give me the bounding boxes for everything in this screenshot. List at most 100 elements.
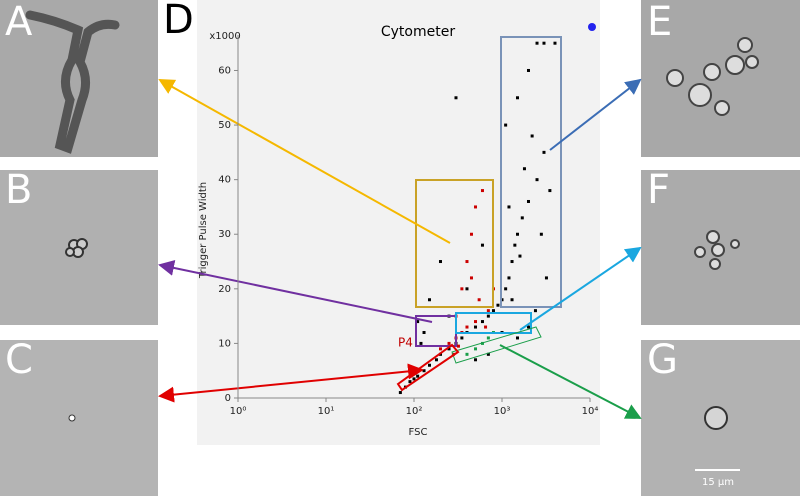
point (535, 41, 539, 45)
cell (68, 414, 76, 422)
point (469, 276, 473, 280)
point (484, 325, 488, 329)
panel-label: G (647, 337, 678, 383)
y-axis-label: Trigger Pulse Width (198, 182, 209, 279)
point (422, 330, 426, 334)
point (465, 260, 469, 264)
scale-bar-label: 15 μm (702, 477, 734, 488)
x-tick-label: 10³ (494, 406, 511, 417)
panel-label: D (163, 0, 194, 43)
point (474, 205, 478, 209)
point (491, 309, 495, 313)
arrows (158, 78, 642, 419)
panel-label: B (5, 167, 32, 213)
panel-label: E (647, 0, 672, 45)
point (427, 363, 431, 367)
point (486, 309, 490, 313)
point (507, 276, 511, 280)
point (544, 276, 548, 280)
point (533, 309, 537, 313)
point (447, 341, 451, 345)
point (513, 243, 517, 247)
point (477, 298, 481, 302)
point (480, 320, 484, 324)
x-tick-label: 10² (406, 406, 423, 417)
arrow (158, 363, 424, 403)
arrow (158, 79, 451, 244)
arrow (158, 260, 433, 323)
cell (65, 238, 88, 258)
point (542, 41, 546, 45)
arrow (549, 78, 642, 151)
y-tick-label: 10 (218, 338, 231, 349)
point (486, 352, 490, 356)
point (454, 96, 458, 100)
point (456, 344, 460, 348)
point (419, 341, 423, 345)
point (480, 243, 484, 247)
panel-label: C (5, 337, 33, 383)
point (539, 232, 543, 236)
cell (694, 230, 740, 270)
point (465, 325, 469, 329)
point (510, 298, 514, 302)
y-unit: x1000 (209, 31, 240, 42)
x-tick-label: 10⁰ (230, 406, 247, 417)
panel-label: A (5, 0, 33, 45)
point (515, 232, 519, 236)
panel-label: F (647, 167, 670, 213)
y-tick-label: 0 (225, 393, 231, 404)
point (526, 325, 530, 329)
panel-c (0, 340, 158, 496)
point (416, 320, 420, 324)
point (465, 352, 469, 356)
point (553, 41, 557, 45)
point (460, 287, 464, 291)
x-axis-label: FSC (409, 427, 428, 438)
point (465, 287, 469, 291)
point (510, 260, 514, 264)
point (474, 347, 478, 351)
x-tick-label: 10⁴ (582, 406, 599, 417)
point (438, 260, 442, 264)
point (520, 216, 524, 220)
point (504, 287, 508, 291)
point (526, 199, 530, 203)
point (434, 358, 438, 362)
point (460, 336, 464, 340)
point (427, 298, 431, 302)
point (518, 254, 522, 258)
y-tick-label: 30 (218, 229, 231, 240)
y-tick-label: 50 (218, 120, 231, 131)
point (474, 320, 478, 324)
point (447, 347, 451, 351)
point (474, 325, 478, 329)
point (515, 336, 519, 340)
x-tick-label: 10¹ (318, 406, 335, 417)
point (542, 150, 546, 154)
arrow (499, 344, 642, 419)
cell (25, 10, 120, 154)
point (522, 167, 526, 171)
point (526, 68, 530, 72)
point (486, 314, 490, 318)
point (480, 189, 484, 193)
cell (704, 406, 728, 430)
point (422, 369, 426, 373)
gate (451, 326, 542, 364)
plot-background (197, 0, 600, 445)
dot (588, 23, 596, 31)
point (504, 123, 508, 127)
point (548, 189, 552, 193)
gate-label: P4 (398, 336, 413, 350)
point (507, 205, 511, 209)
y-tick-label: 20 (218, 284, 231, 295)
gate (415, 179, 494, 308)
arrow (519, 246, 642, 331)
point (398, 391, 402, 395)
point (486, 336, 490, 340)
cell (666, 37, 759, 116)
point (469, 232, 473, 236)
